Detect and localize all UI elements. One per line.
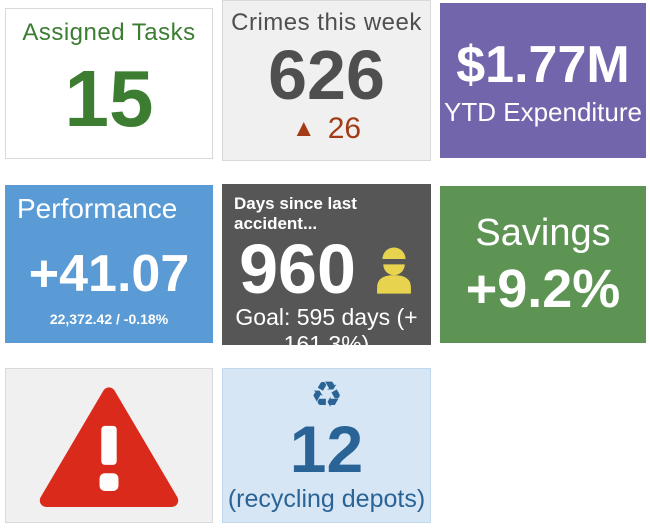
card-value: 12 [289, 412, 364, 486]
delta-row: ▲ 26 [223, 112, 430, 146]
card-value: +9.2% [465, 258, 621, 319]
indicator-card-warning [5, 368, 213, 523]
card-label: YTD Expenditure [444, 97, 642, 127]
card-value: 960 [239, 230, 356, 308]
card-value: $1.77M [456, 36, 630, 94]
goal-text: Goal: 595 days (+ 161.3%) [235, 304, 418, 345]
indicator-card-assigned-tasks: Assigned Tasks 15 [5, 8, 213, 159]
value-row: 960 [222, 234, 431, 304]
card-title: Days since last accident... [234, 194, 357, 233]
indicator-card-recycling-depots: ♻ 12 (recycling depots) [222, 368, 431, 523]
card-title: Savings [475, 211, 611, 254]
indicator-card-performance: Performance +41.07 22,372.42 / -0.18% [5, 185, 213, 343]
card-value: 626 [268, 35, 385, 114]
up-arrow-icon: ▲ [291, 115, 316, 142]
card-value: +41.07 [28, 245, 190, 303]
indicator-card-savings: Savings +9.2% [440, 186, 646, 343]
worker-icon [374, 244, 414, 294]
card-title: Crimes this week [231, 9, 422, 36]
indicator-card-ytd-expenditure: $1.77M YTD Expenditure [440, 3, 646, 158]
delta-value: 26 [327, 112, 362, 145]
card-detail: 22,372.42 / -0.18% [49, 311, 169, 327]
indicator-card-crimes-this-week: Crimes this week 626 ▲ 26 [222, 0, 431, 161]
card-title: Performance [17, 193, 178, 224]
card-title: Assigned Tasks [22, 19, 196, 46]
card-value: 15 [64, 53, 154, 143]
warning-icon [38, 383, 180, 509]
recycle-icon: ♻ [310, 374, 343, 415]
indicator-card-days-since-accident: Days since last accident... 960 Goal: 59… [222, 184, 431, 345]
card-label: (recycling depots) [227, 485, 426, 513]
